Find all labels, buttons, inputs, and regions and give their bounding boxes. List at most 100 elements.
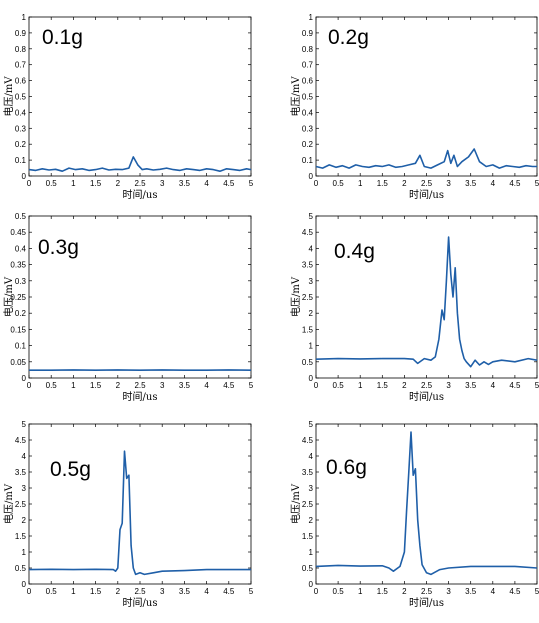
x-axis-label: 时间/us: [409, 596, 444, 609]
plot-area: [28, 423, 252, 585]
panel-label: 0.4g: [334, 240, 375, 263]
y-tick-label: 4: [22, 452, 27, 461]
y-tick-label: 0.3: [302, 124, 314, 133]
y-axis-label: 电压/mV: [2, 276, 15, 317]
y-tick-label: 4.5: [302, 436, 314, 445]
chart-panel-3: 0 0.5 1 1.5 2 2.5 3 3.5 4 4.5 5 0 0.5 1 1.5 2 2.5 3 3.5 4 4.…: [289, 212, 539, 403]
y-tick-label: 0.4: [15, 108, 27, 117]
x-tick-label: 1.5: [377, 587, 389, 596]
y-tick-label: 0.8: [15, 45, 27, 54]
y-tick-label: 0.5: [302, 358, 314, 367]
x-tick-label: 4: [204, 587, 209, 596]
plot-area: [315, 423, 538, 585]
x-tick-label: 4.5: [509, 587, 521, 596]
x-axis-label: 时间/us: [409, 188, 444, 201]
x-tick-label: 3: [160, 587, 165, 596]
panel-label: 0.6g: [326, 456, 367, 479]
y-axis-label: 电压/mV: [289, 276, 302, 317]
y-tick-label: 1: [309, 13, 314, 22]
x-tick-label: 0: [314, 179, 319, 188]
x-tick-label: 0: [27, 179, 32, 188]
y-axis-label: 电压/mV: [2, 483, 15, 524]
x-tick-label: 1.5: [377, 179, 389, 188]
y-tick-label: 5: [22, 420, 27, 429]
y-tick-label: 0.3: [15, 277, 27, 286]
y-tick-label: 0.1: [302, 156, 314, 165]
x-tick-label: 3.5: [179, 587, 191, 596]
y-tick-label: 2: [22, 516, 27, 525]
x-tick-label: 2.5: [421, 381, 433, 390]
x-tick-label: 2.5: [421, 587, 433, 596]
plot-area: [315, 215, 538, 379]
y-tick-label: 2: [309, 516, 314, 525]
y-tick-label: 3.5: [302, 261, 314, 270]
x-tick-label: 3.5: [465, 381, 477, 390]
y-tick-label: 2.5: [302, 293, 314, 302]
y-tick-label: 0.6: [302, 77, 314, 86]
y-tick-label: 1: [22, 548, 27, 557]
y-tick-label: 4: [309, 244, 314, 253]
x-tick-label: 0.5: [46, 381, 58, 390]
x-tick-label: 4: [204, 381, 209, 390]
y-tick-label: 0.35: [10, 261, 26, 270]
y-tick-label: 0.7: [302, 61, 314, 70]
x-tick-label: 4: [491, 381, 496, 390]
x-tick-label: 3.5: [465, 587, 477, 596]
y-tick-label: 0: [309, 374, 314, 383]
y-axis-label: 电压/mV: [289, 76, 302, 117]
x-tick-label: 3: [446, 179, 451, 188]
y-tick-label: 0.5: [302, 93, 314, 102]
chart-panel-4: 0 0.5 1 1.5 2 2.5 3 3.5 4 4.5 5 0 0.5 1 1.5 2 2.5 3 3.5 4 4.…: [2, 420, 254, 609]
y-tick-label: 0.2: [302, 140, 314, 149]
x-tick-label: 4.5: [223, 179, 235, 188]
series-line: [315, 431, 538, 576]
y-tick-label: 3: [309, 484, 314, 493]
x-tick-label: 1.5: [90, 381, 102, 390]
y-tick-label: 2.5: [15, 500, 27, 509]
x-axis-label: 时间/us: [123, 188, 158, 201]
y-tick-label: 0.7: [15, 61, 27, 70]
x-tick-label: 0.5: [333, 587, 345, 596]
y-tick-label: 5: [309, 420, 314, 429]
x-tick-label: 2: [402, 381, 407, 390]
x-tick-label: 1: [358, 179, 363, 188]
y-tick-label: 0.6: [15, 77, 27, 86]
y-tick-label: 0.5: [15, 212, 27, 221]
x-tick-label: 5: [249, 179, 254, 188]
x-tick-label: 2: [402, 179, 407, 188]
series-line: [315, 148, 537, 169]
x-axis-label: 时间/us: [409, 390, 444, 403]
y-tick-label: 0.1: [15, 342, 27, 351]
y-tick-label: 3: [309, 277, 314, 286]
plot-area: [28, 16, 252, 177]
x-axis-label: 时间/us: [123, 390, 158, 403]
x-tick-label: 0.5: [333, 179, 345, 188]
panel-label: 0.2g: [328, 26, 369, 49]
x-tick-label: 3: [160, 381, 165, 390]
series-line: [28, 450, 251, 576]
y-tick-label: 1.5: [302, 325, 314, 334]
y-tick-label: 1.5: [302, 532, 314, 541]
chart-panel-2: 0 0.5 1 1.5 2 2.5 3 3.5 4 4.5 5 0 0.05 0.1 0.15 0.2 0.25…: [2, 212, 254, 403]
y-axis-label: 电压/mV: [289, 483, 302, 524]
x-tick-label: 5: [535, 587, 539, 596]
y-tick-label: 0: [309, 580, 314, 589]
x-tick-label: 5: [249, 381, 254, 390]
y-tick-label: 1: [22, 13, 27, 22]
y-tick-label: 0: [22, 374, 27, 383]
x-tick-label: 2.5: [134, 587, 146, 596]
x-tick-label: 4.5: [509, 381, 521, 390]
chart-panel-5: 0 0.5 1 1.5 2 2.5 3 3.5 4 4.5 5 0 0.5 1 1.5 2 2.5 3 3.5 4 4.…: [289, 420, 539, 609]
y-axis-label: 电压/mV: [2, 76, 15, 117]
y-tick-label: 0.4: [302, 108, 314, 117]
y-tick-label: 0.2: [15, 140, 27, 149]
x-tick-label: 2: [116, 587, 121, 596]
y-tick-label: 2: [309, 309, 314, 318]
x-tick-label: 1: [71, 179, 76, 188]
x-tick-label: 4.5: [509, 179, 521, 188]
y-tick-label: 0.8: [302, 45, 314, 54]
x-tick-label: 1: [358, 381, 363, 390]
chart-panel-1: 0 0.5 1 1.5 2 2.5 3 3.5 4 4.5 5 0 0.1 0.2 0.3 0.4 0.5 0.6…: [289, 13, 539, 201]
y-tick-label: 0.5: [15, 93, 27, 102]
